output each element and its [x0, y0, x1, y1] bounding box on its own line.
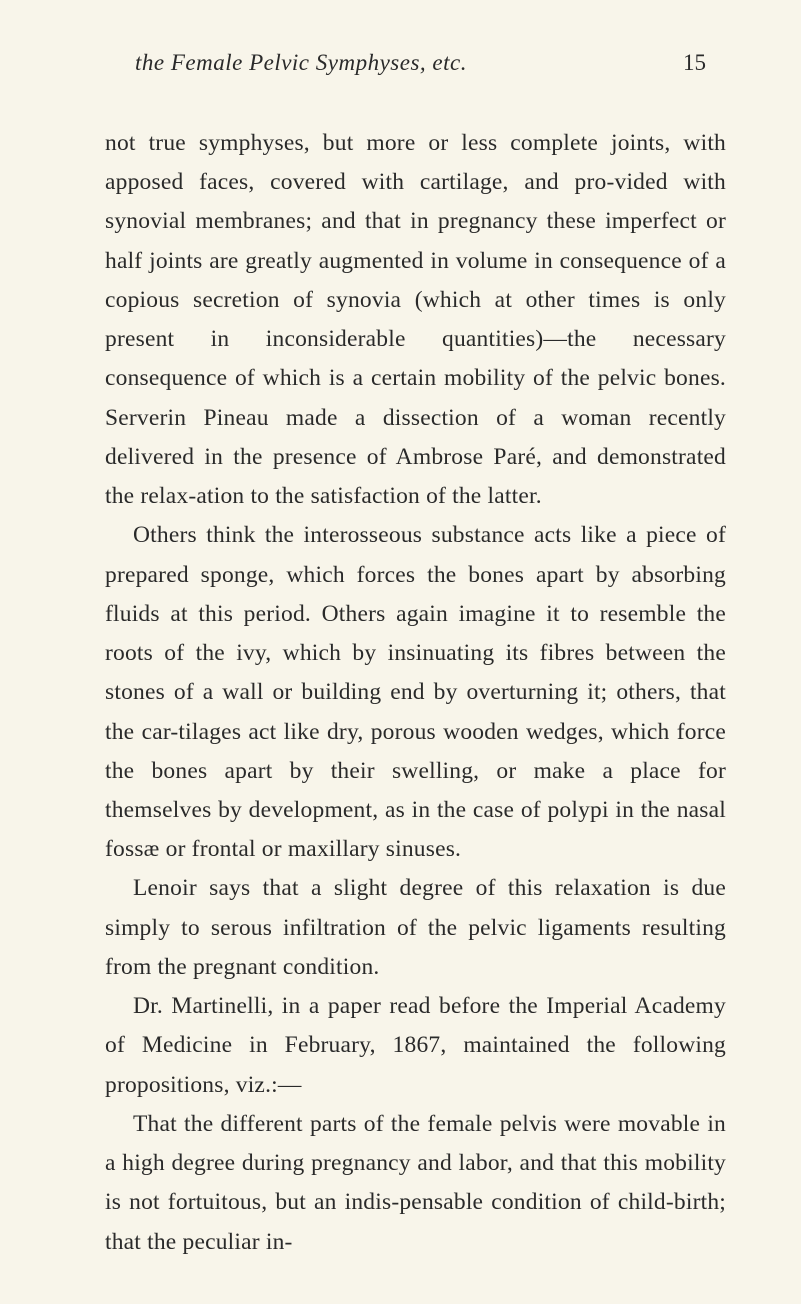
paragraph: Lenoir says that a slight degree of this…: [105, 869, 726, 987]
running-title: the Female Pelvic Symphyses, etc.: [135, 50, 467, 76]
paragraph: That the different parts of the female p…: [105, 1105, 726, 1262]
page-header: the Female Pelvic Symphyses, etc. 15: [105, 50, 726, 76]
page-number: 15: [683, 50, 706, 76]
paragraph: Dr. Martinelli, in a paper read before t…: [105, 987, 726, 1105]
body-text: not true symphyses, but more or less com…: [105, 124, 726, 1262]
paragraph: Others think the interosseous substance …: [105, 516, 726, 869]
paragraph: not true symphyses, but more or less com…: [105, 124, 726, 516]
